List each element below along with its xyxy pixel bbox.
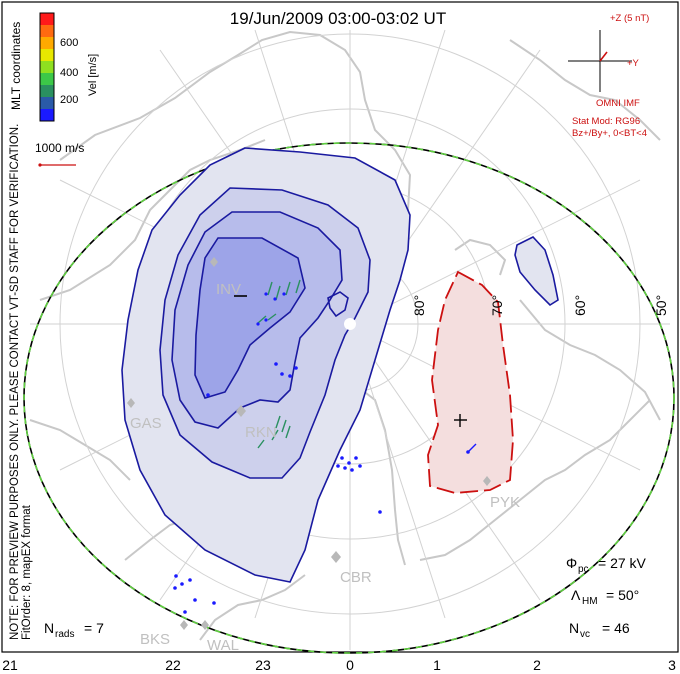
colorbar-tick-400: 400 [60, 67, 78, 79]
stat-cross-polar-potential: Φ pc = 27 kV [566, 555, 647, 575]
latitude-label-50: 50° [653, 295, 669, 316]
station-label-rkn: RKN [245, 424, 277, 441]
svg-text:= 27 kV: = 27 kV [598, 555, 647, 571]
station-markers [127, 257, 491, 630]
mlt-label-3: 3 [668, 657, 676, 673]
small-negative-cell [514, 236, 559, 307]
station-label-inv: INV [216, 281, 241, 298]
colorbar-swatch [40, 37, 54, 49]
plot-frame [1, 1, 679, 653]
colorbar-swatch [40, 25, 54, 37]
colorbar-swatch [40, 109, 54, 121]
station-label-wal: WAL [207, 637, 239, 654]
station-label-pyk: PYK [490, 494, 520, 511]
latitude-label-70: 70° [489, 295, 505, 316]
mlt-label-23: 23 [255, 657, 271, 673]
coastlines [29, 30, 661, 641]
station-label-gas: GAS [130, 415, 162, 432]
latitude-label-60: 60° [572, 295, 588, 316]
svg-text:= 50°: = 50° [606, 587, 639, 603]
vector-scale-label: 1000 m/s [35, 141, 84, 155]
svg-text:HM: HM [582, 596, 598, 607]
svg-text:= 46: = 46 [602, 620, 630, 636]
station-label-cbr: CBR [340, 569, 372, 586]
svg-text:pc: pc [578, 564, 589, 575]
station-label-bks: BKS [140, 631, 170, 648]
svg-text:N: N [569, 620, 579, 636]
colorbar-swatch [40, 85, 54, 97]
contour-small-loop [327, 291, 349, 318]
mlt-axis: 21 22 23 0 1 2 3 [2, 657, 676, 673]
contour-level-4 [194, 237, 306, 399]
dawn-convection-cell [427, 270, 514, 494]
latitude-label-80: 80° [411, 295, 427, 316]
colorbar-swatch [40, 13, 54, 25]
hm-boundary [23, 142, 675, 654]
imf-z-label: +Z (5 nT) [610, 13, 649, 24]
fit-order-note: FitOrder: 8, mapEX format [21, 504, 33, 640]
preview-note: NOTE: FOR PREVIEW PURPOSES ONLY. PLEASE … [9, 124, 21, 640]
colorbar-tick-200: 200 [60, 94, 78, 106]
colorbar-swatch [40, 73, 54, 85]
stat-vector-count: N vc = 46 [569, 620, 630, 640]
svg-text:rads: rads [55, 629, 74, 640]
imf-source: OMNI IMF [596, 98, 640, 109]
velocity-vectors [173, 279, 477, 614]
imf-condition: Bz+/By+, 0<BT<4 [572, 128, 647, 139]
colorbar-swatch [40, 97, 54, 109]
svg-text:Λ: Λ [571, 587, 581, 603]
imf-model: Stat Mod: RG96 [572, 116, 640, 127]
colorbar-tick-600: 600 [60, 37, 78, 49]
colorbar-swatch [40, 61, 54, 73]
map-title: 19/Jun/2009 03:00-03:02 UT [230, 9, 446, 28]
colorbar-border [39, 12, 55, 122]
pole-marker [344, 318, 356, 330]
svg-text:vc: vc [580, 629, 590, 640]
mlt-label-0: 0 [346, 657, 354, 673]
potential-maximum-marker [454, 414, 467, 427]
coordinate-system-label: MLT coordinates [9, 22, 23, 110]
mlt-label-21: 21 [2, 657, 18, 673]
imf-y-label: +Y [627, 58, 640, 69]
svg-text:N: N [44, 620, 54, 636]
stat-hm-boundary-latitude: Λ HM = 50° [571, 587, 639, 607]
svg-text:= 7: = 7 [84, 620, 104, 636]
mlt-label-22: 22 [165, 657, 181, 673]
svg-text:Φ: Φ [566, 555, 577, 571]
velocity-colorbar [39, 12, 55, 122]
vector-scale-origin [38, 163, 42, 167]
dusk-convection-cell [121, 147, 411, 583]
mlt-label-2: 2 [533, 657, 541, 673]
colorbar-title: Vel [m/s] [87, 54, 99, 96]
imf-dial [568, 30, 632, 92]
mlt-label-1: 1 [433, 657, 441, 673]
stat-nrads: N rads = 7 [44, 620, 104, 640]
colorbar-swatch [40, 49, 54, 61]
